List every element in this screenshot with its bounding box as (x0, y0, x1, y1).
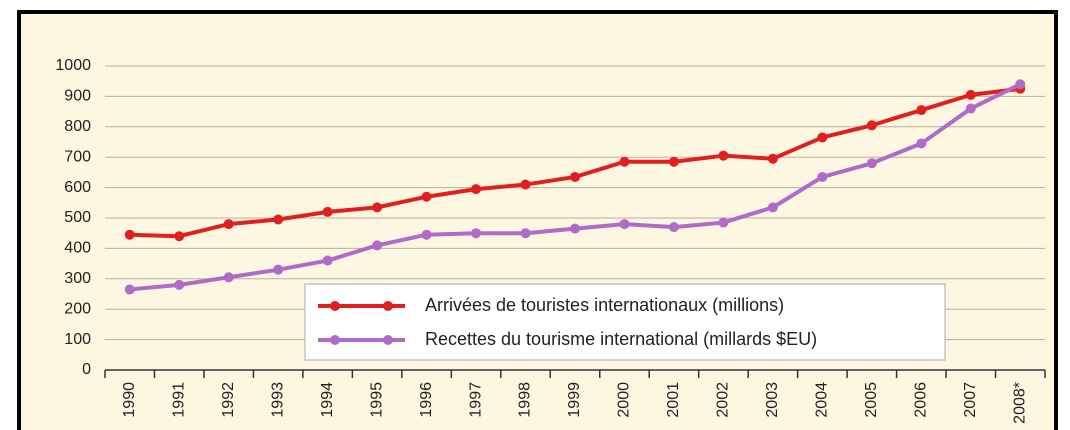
point (273, 214, 284, 225)
point (273, 264, 284, 275)
point (619, 156, 630, 167)
point (421, 229, 432, 240)
point (817, 171, 828, 182)
legend-marker (383, 301, 393, 311)
point (965, 89, 976, 100)
point (421, 191, 432, 202)
y-tick-label: 800 (64, 118, 91, 135)
x-tick-label: 2008* (1011, 382, 1028, 424)
point (866, 158, 877, 169)
x-tick-label: 1999 (566, 382, 583, 418)
point (471, 228, 482, 239)
x-tick-label: 1994 (319, 382, 336, 418)
x-tick-label: 1998 (517, 382, 534, 418)
point (372, 240, 383, 251)
point (817, 132, 828, 143)
point (174, 231, 185, 242)
y-tick-label: 500 (64, 209, 91, 226)
point (223, 219, 234, 230)
point (668, 222, 679, 233)
point (124, 284, 135, 295)
point (520, 228, 531, 239)
y-tick-label: 700 (64, 148, 91, 165)
legend (304, 283, 946, 361)
x-tick-label: 2006 (913, 382, 930, 418)
chart-frame (17, 10, 1058, 430)
point (718, 150, 729, 161)
point (1015, 79, 1026, 90)
x-tick-label: 2007 (962, 382, 979, 418)
x-tick-label: 2001 (665, 382, 682, 418)
point (619, 219, 630, 230)
point (570, 171, 580, 182)
x-tick-label: 1991 (170, 382, 187, 418)
x-tick-label: 2002 (715, 382, 732, 418)
legend-marker (330, 335, 340, 345)
point (767, 202, 778, 213)
point (767, 153, 778, 164)
point (471, 184, 482, 195)
x-tick-label: 1997 (467, 382, 484, 418)
y-tick-label: 1000 (55, 57, 91, 74)
point (322, 255, 333, 266)
point (916, 138, 927, 149)
point (718, 217, 729, 228)
y-tick-label: 200 (64, 300, 91, 317)
x-tick-label: 1995 (368, 382, 385, 418)
y-tick-label: 100 (64, 331, 91, 348)
x-tick-label: 1990 (121, 382, 138, 418)
legend-label: Recettes du tourisme international (mill… (425, 329, 817, 349)
point (174, 279, 185, 290)
point (866, 120, 877, 131)
x-tick-label: 2004 (814, 382, 831, 418)
x-tick-label: 1992 (220, 382, 237, 418)
point (520, 179, 531, 190)
y-tick-label: 600 (64, 179, 91, 196)
x-tick-label: 2000 (616, 382, 633, 418)
x-tick-label: 1996 (418, 382, 435, 418)
point (916, 105, 927, 116)
y-tick-label: 0 (82, 361, 91, 378)
y-tick-label: 400 (64, 240, 91, 257)
point (372, 202, 383, 213)
point (570, 223, 580, 234)
point (223, 272, 234, 283)
point (322, 206, 333, 217)
y-tick-label: 300 (64, 270, 91, 287)
y-tick-label: 900 (64, 88, 91, 105)
x-tick-label: 2005 (863, 382, 880, 418)
point (668, 156, 679, 167)
point (965, 103, 976, 114)
x-tick-label: 2003 (764, 382, 781, 418)
legend-marker (330, 301, 340, 311)
x-tick-label: 1993 (269, 382, 286, 418)
legend-label: Arrivées de touristes internationaux (mi… (425, 295, 784, 315)
legend-marker (383, 335, 393, 345)
point (124, 229, 135, 240)
